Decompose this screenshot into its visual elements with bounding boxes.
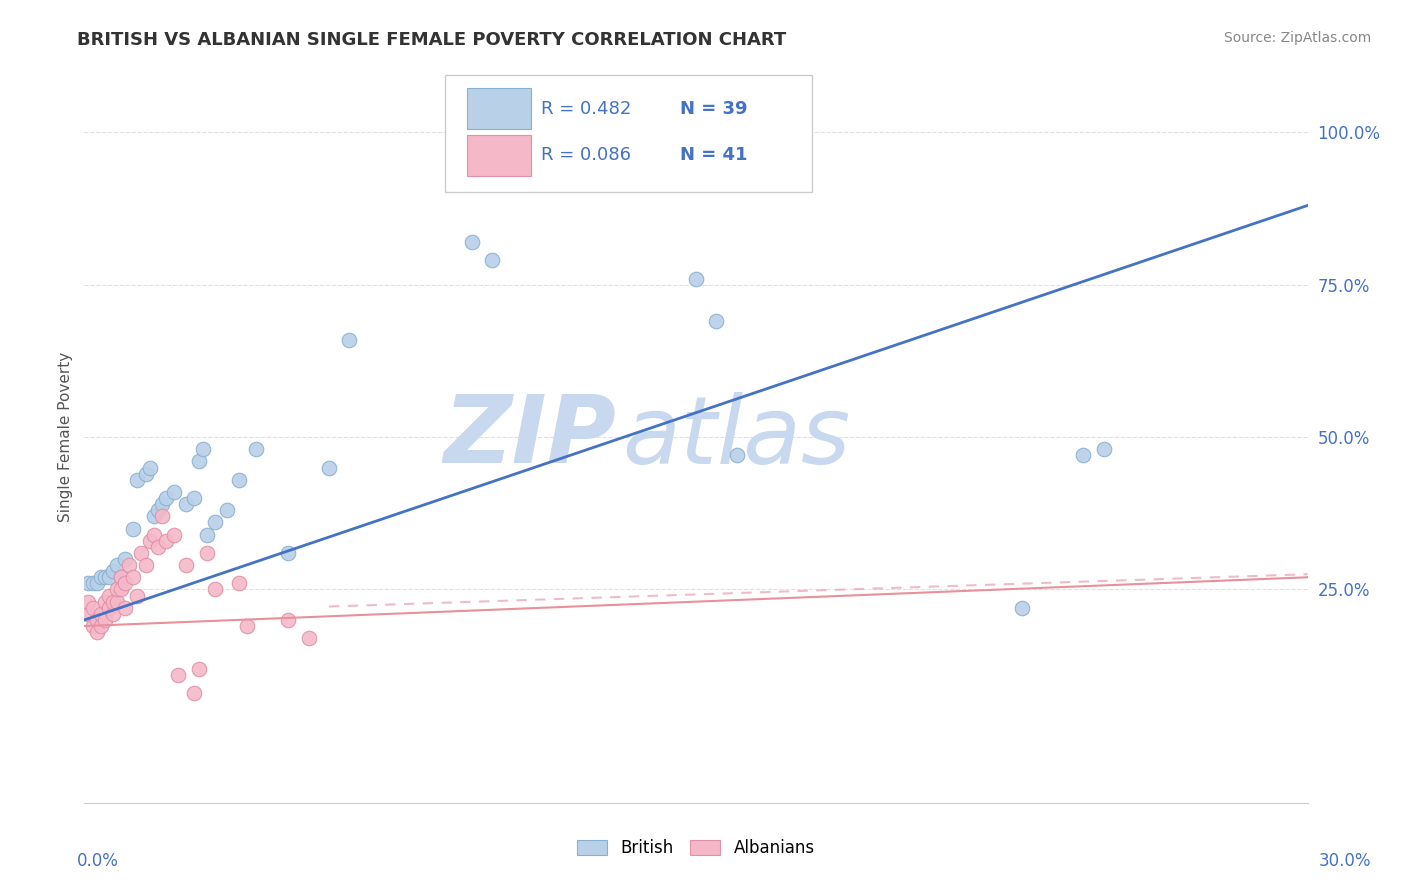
Point	[298, 632, 321, 646]
Point	[228, 473, 250, 487]
Point	[461, 235, 484, 249]
Point	[127, 473, 149, 487]
Point	[114, 552, 136, 566]
Point	[1073, 449, 1095, 463]
Point	[481, 253, 503, 268]
Point	[174, 497, 197, 511]
Point	[77, 607, 100, 621]
Point	[118, 558, 141, 573]
Point	[187, 454, 209, 468]
Point	[318, 460, 340, 475]
Point	[77, 594, 100, 608]
Point	[90, 570, 112, 584]
Point	[127, 589, 149, 603]
Point	[183, 491, 205, 505]
Text: R = 0.086: R = 0.086	[541, 146, 631, 164]
Point	[135, 558, 157, 573]
Point	[110, 570, 132, 584]
Point	[174, 558, 197, 573]
Point	[97, 589, 120, 603]
Point	[110, 570, 132, 584]
Point	[155, 491, 177, 505]
Point	[93, 594, 115, 608]
Point	[146, 503, 169, 517]
Point	[150, 497, 173, 511]
Point	[114, 576, 136, 591]
Point	[277, 546, 299, 560]
Point	[236, 619, 259, 633]
Point	[122, 570, 145, 584]
Point	[150, 509, 173, 524]
Point	[195, 527, 218, 541]
Text: N = 41: N = 41	[681, 146, 748, 164]
Point	[82, 600, 104, 615]
Point	[101, 594, 124, 608]
Legend: British, Albanians: British, Albanians	[571, 832, 821, 864]
Point	[105, 582, 128, 597]
Point	[82, 576, 104, 591]
FancyBboxPatch shape	[446, 75, 813, 192]
Point	[706, 314, 728, 328]
Point	[146, 540, 169, 554]
Point	[86, 625, 108, 640]
Point	[195, 546, 218, 560]
Point	[167, 667, 190, 682]
Point	[187, 662, 209, 676]
Point	[135, 467, 157, 481]
Point	[339, 333, 361, 347]
Point	[105, 558, 128, 573]
Point	[163, 485, 186, 500]
Point	[228, 576, 250, 591]
Point	[138, 460, 160, 475]
Point	[725, 449, 748, 463]
Point	[685, 271, 707, 285]
Point	[142, 527, 165, 541]
Point	[101, 607, 124, 621]
Point	[155, 533, 177, 548]
Point	[86, 613, 108, 627]
Point	[183, 686, 205, 700]
Point	[217, 503, 239, 517]
Point	[93, 613, 115, 627]
FancyBboxPatch shape	[467, 88, 531, 129]
Point	[90, 607, 112, 621]
Text: R = 0.482: R = 0.482	[541, 100, 631, 118]
Point	[77, 576, 100, 591]
Point	[110, 582, 132, 597]
Point	[131, 546, 153, 560]
Text: Source: ZipAtlas.com: Source: ZipAtlas.com	[1223, 31, 1371, 45]
Point	[191, 442, 214, 457]
Point	[101, 564, 124, 578]
Point	[122, 521, 145, 535]
Point	[97, 570, 120, 584]
Point	[163, 527, 186, 541]
Point	[204, 582, 226, 597]
Point	[105, 594, 128, 608]
Point	[245, 442, 267, 457]
Text: ZIP: ZIP	[443, 391, 616, 483]
Text: BRITISH VS ALBANIAN SINGLE FEMALE POVERTY CORRELATION CHART: BRITISH VS ALBANIAN SINGLE FEMALE POVERT…	[77, 31, 786, 49]
Point	[142, 509, 165, 524]
Point	[277, 613, 299, 627]
Point	[1011, 600, 1033, 615]
Point	[114, 600, 136, 615]
Point	[204, 516, 226, 530]
Y-axis label: Single Female Poverty: Single Female Poverty	[58, 352, 73, 522]
Point	[97, 600, 120, 615]
Point	[82, 619, 104, 633]
FancyBboxPatch shape	[467, 135, 531, 176]
Text: N = 39: N = 39	[681, 100, 748, 118]
Text: atlas: atlas	[623, 392, 851, 483]
Text: 0.0%: 0.0%	[77, 852, 120, 870]
Point	[93, 570, 115, 584]
Point	[1092, 442, 1115, 457]
Point	[86, 576, 108, 591]
Text: 30.0%: 30.0%	[1319, 852, 1371, 870]
Point	[138, 533, 160, 548]
Point	[90, 619, 112, 633]
